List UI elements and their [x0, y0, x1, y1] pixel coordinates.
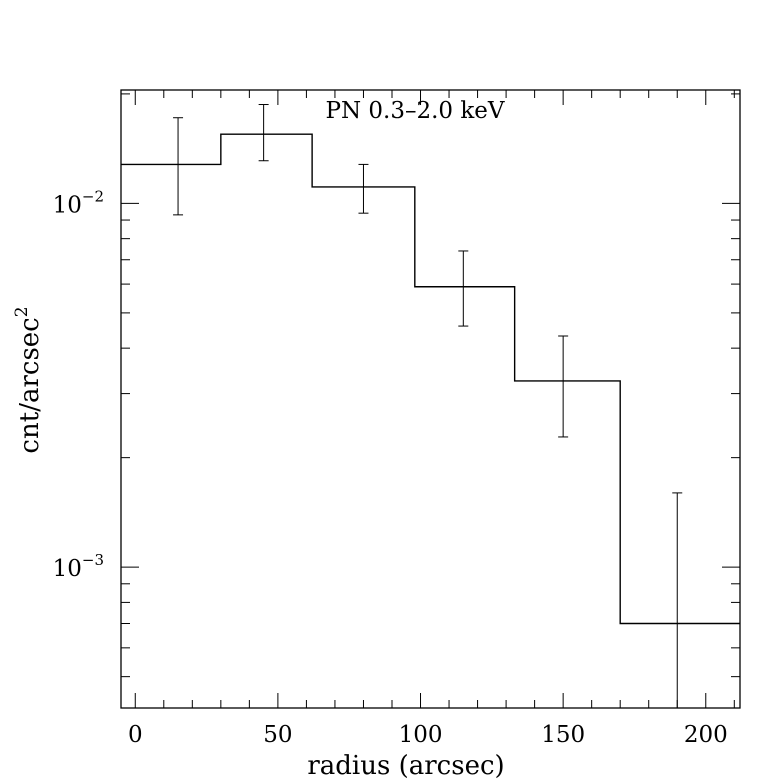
- x-tick-label: 150: [541, 722, 585, 748]
- y-axis-label-group: cnt/arcsec2: [12, 306, 45, 453]
- x-tick-label: 50: [263, 722, 292, 748]
- y-axis-label-superscript: 2: [12, 306, 32, 317]
- y-tick-label: 10−2: [53, 187, 104, 218]
- chart-title: PN 0.3–2.0 keV: [325, 98, 504, 124]
- y-axis-label: cnt/arcsec2: [12, 306, 45, 453]
- histogram-step-line: [121, 133, 740, 625]
- x-tick-label: 0: [128, 722, 143, 748]
- y-tick-labels: 10−3 10−2: [53, 187, 104, 582]
- x-tick-labels: 0 50 100 150 200: [128, 722, 728, 748]
- y-tick-label: 10−3: [53, 551, 104, 582]
- data-layer: [121, 104, 740, 708]
- tick-marks: [121, 90, 740, 708]
- x-tick-label: 100: [399, 722, 443, 748]
- plot-frame: [120, 89, 741, 709]
- x-axis-label: radius (arcsec): [307, 751, 504, 781]
- x-tick-label: 200: [684, 722, 728, 748]
